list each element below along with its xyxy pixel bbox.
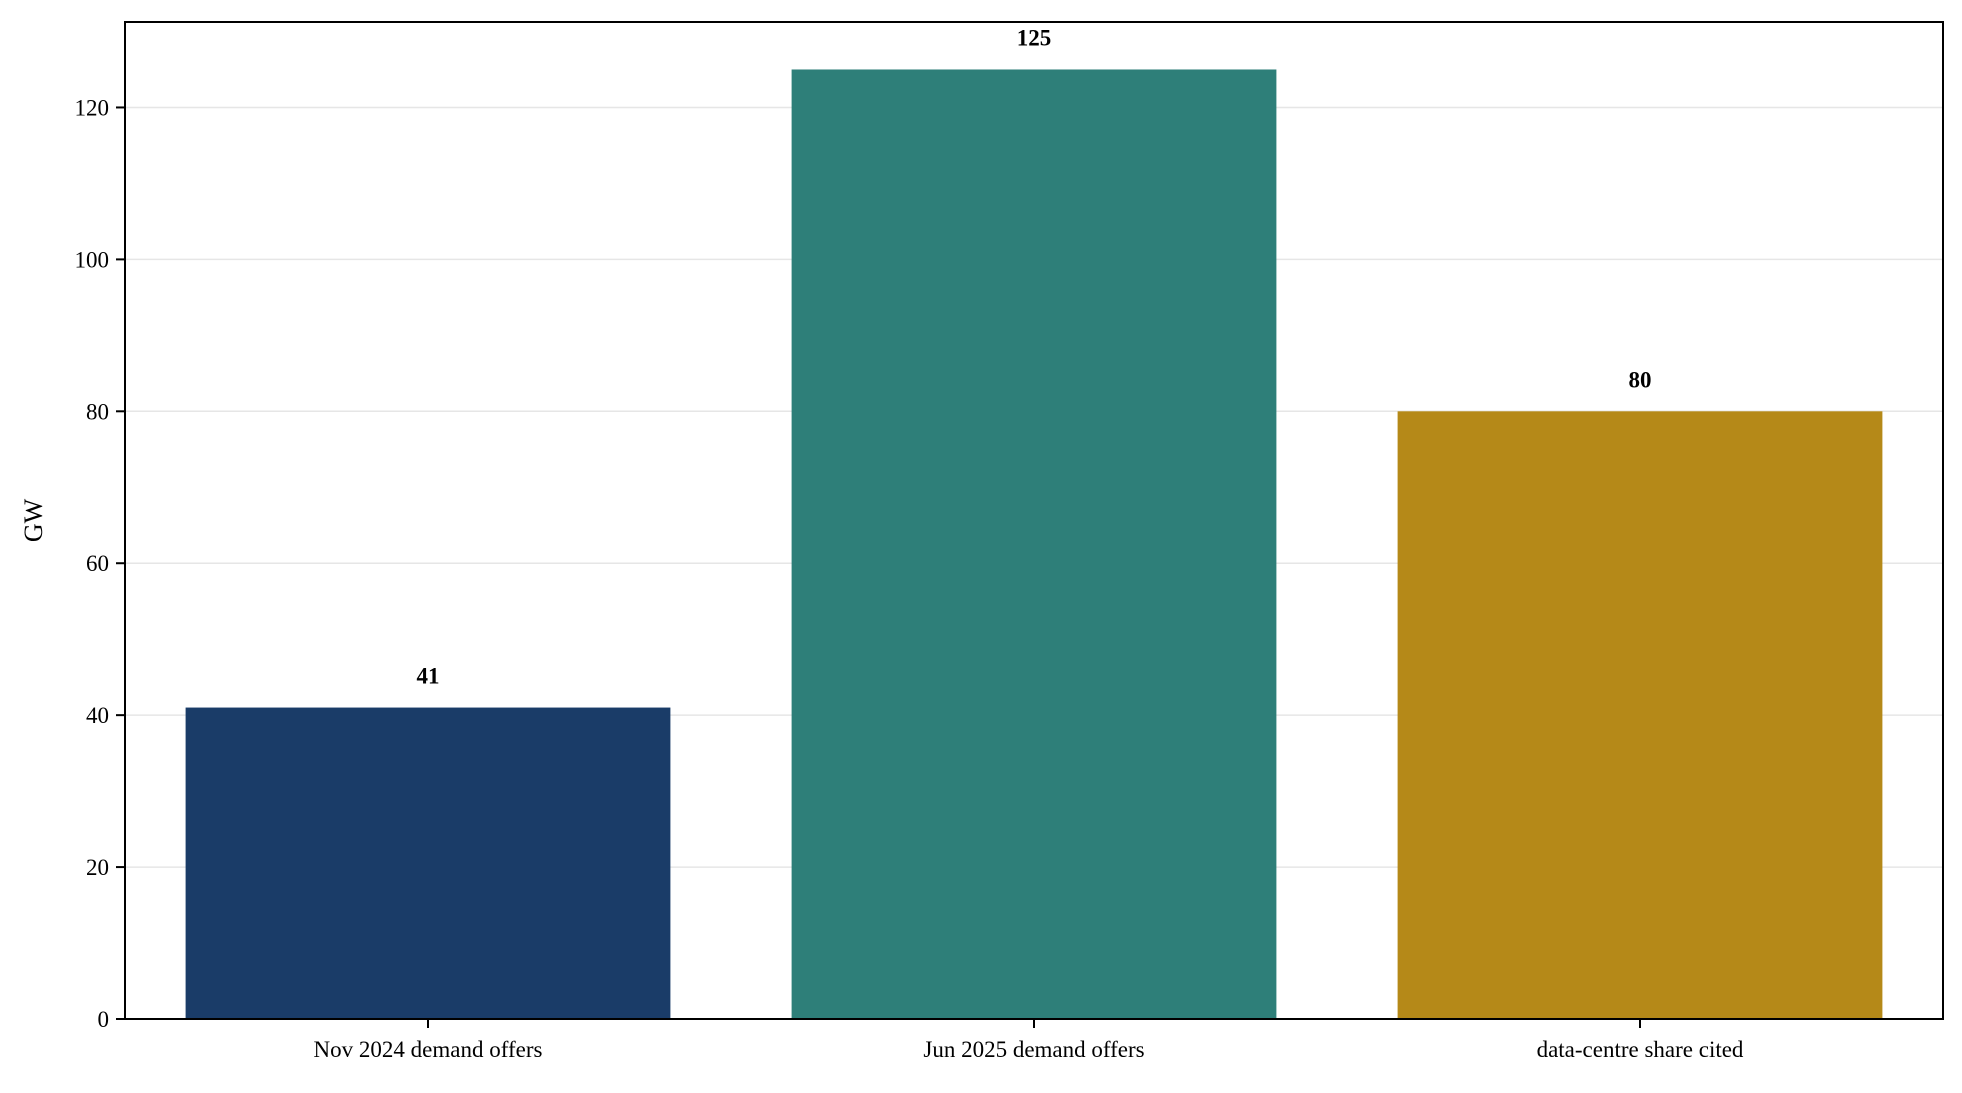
y-tick-label: 0 bbox=[98, 1007, 110, 1032]
y-tick-label: 100 bbox=[75, 247, 110, 272]
y-axis-ticks: 0 20 40 60 80 100 120 bbox=[75, 95, 125, 1032]
value-labels: 41 125 80 bbox=[417, 25, 1652, 688]
bar-value-label: 125 bbox=[1017, 25, 1052, 50]
bar-value-label: 80 bbox=[1629, 367, 1652, 392]
x-tick-label: data-centre share cited bbox=[1537, 1037, 1744, 1062]
y-tick-label: 20 bbox=[86, 855, 109, 880]
y-tick-label: 60 bbox=[86, 551, 109, 576]
y-tick-label: 80 bbox=[86, 399, 109, 424]
y-tick-label: 120 bbox=[75, 95, 110, 120]
bar bbox=[1397, 411, 1883, 1019]
x-axis-ticks: Nov 2024 demand offers Jun 2025 demand of… bbox=[314, 1019, 1744, 1062]
x-tick-label: Jun 2025 demand offers bbox=[923, 1037, 1144, 1062]
x-tick-label: Nov 2024 demand offers bbox=[314, 1037, 543, 1062]
bar bbox=[791, 69, 1277, 1019]
y-tick-label: 40 bbox=[86, 703, 109, 728]
bar bbox=[185, 707, 671, 1019]
y-axis-label: GW bbox=[19, 498, 48, 542]
bars bbox=[185, 69, 1883, 1019]
bar-value-label: 41 bbox=[417, 664, 440, 689]
